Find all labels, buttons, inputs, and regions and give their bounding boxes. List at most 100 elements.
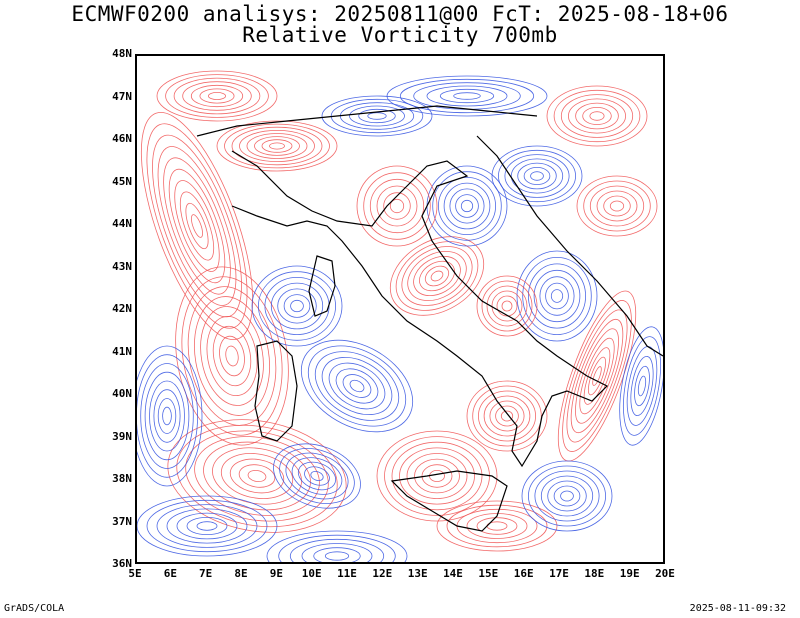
negative-vorticity-contour	[328, 362, 386, 410]
negative-vorticity-contour	[634, 365, 650, 407]
negative-vorticity-contour	[550, 289, 564, 303]
negative-vorticity-contour	[285, 452, 349, 500]
positive-vorticity-contour	[609, 200, 625, 212]
positive-vorticity-contour	[247, 469, 267, 483]
positive-vorticity-contour	[239, 130, 315, 163]
positive-vorticity-contour	[413, 255, 461, 297]
positive-vorticity-contour	[500, 410, 514, 422]
negative-vorticity-contour	[540, 475, 594, 517]
lat-tick-label: 45N	[112, 174, 132, 188]
coastline-path	[476, 135, 663, 357]
negative-vorticity-contour	[166, 508, 248, 544]
map-plot-area[interactable]	[135, 54, 665, 564]
negative-vorticity-contour	[426, 85, 508, 107]
negative-vorticity-contour	[304, 466, 330, 486]
positive-vorticity-contour	[401, 246, 473, 306]
lat-tick-label: 40N	[112, 387, 132, 400]
negative-vorticity-contour	[264, 276, 330, 335]
positive-vorticity-contour	[389, 198, 405, 214]
positive-vorticity-contour	[495, 405, 519, 427]
negative-vorticity-contour	[533, 269, 581, 323]
positive-vorticity-contour	[182, 81, 252, 111]
negative-vorticity-contour	[339, 102, 415, 130]
lat-tick-label: 37N	[112, 514, 132, 528]
positive-vorticity-contour	[476, 517, 518, 535]
positive-vorticity-contour	[179, 191, 215, 261]
positive-vorticity-contour	[212, 325, 252, 387]
positive-vorticity-contour	[557, 290, 637, 462]
negative-vorticity-contour	[539, 276, 575, 316]
negative-vorticity-contour	[358, 108, 396, 124]
negative-vorticity-contour	[291, 457, 343, 495]
positive-vorticity-contour	[175, 266, 289, 446]
negative-vorticity-contour	[342, 374, 372, 398]
negative-vorticity-contour	[367, 112, 387, 120]
positive-vorticity-contour	[269, 142, 285, 150]
positive-vorticity-contour	[200, 306, 264, 406]
positive-vorticity-contour	[356, 165, 438, 247]
positive-vorticity-contour	[491, 290, 523, 322]
positive-vorticity-contour	[395, 241, 479, 311]
negative-vorticity-contour	[313, 547, 361, 562]
chart-title: ECMWF0200 analisys: 20250811@00 FcT: 202…	[71, 2, 729, 26]
positive-vorticity-contour	[224, 123, 330, 169]
negative-vorticity-contour	[279, 448, 355, 504]
positive-vorticity-contour	[566, 309, 628, 443]
positive-vorticity-contour	[369, 178, 425, 234]
positive-vorticity-contour	[592, 366, 602, 386]
negative-vorticity-contour	[510, 158, 564, 194]
negative-vorticity-contour	[453, 92, 481, 100]
negative-vorticity-contour	[335, 368, 379, 404]
lat-tick-label: 43N	[112, 259, 132, 273]
lon-tick-label: 5E	[128, 567, 142, 580]
positive-vorticity-contour	[376, 430, 498, 522]
lon-tick-label: 10E	[301, 567, 322, 580]
positive-vorticity-contour	[238, 464, 276, 488]
negative-vorticity-contour	[449, 188, 485, 224]
negative-vorticity-contour	[149, 380, 185, 452]
positive-vorticity-contour	[496, 295, 518, 317]
negative-vorticity-contour	[277, 288, 317, 324]
positive-vorticity-contour	[429, 469, 445, 482]
coastline-path	[196, 105, 538, 137]
positive-vorticity-contour	[576, 175, 658, 237]
negative-vorticity-contour	[432, 171, 502, 241]
negative-vorticity-contour	[162, 406, 172, 426]
lon-tick-label: 20E	[655, 567, 675, 580]
positive-vorticity-contour	[589, 111, 605, 121]
positive-vorticity-contour	[383, 192, 411, 220]
negative-vorticity-contour	[307, 345, 407, 427]
positive-vorticity-contour	[191, 214, 203, 238]
positive-vorticity-contour	[174, 180, 220, 272]
software-credit: GrADS/COLA	[4, 603, 65, 614]
positive-vorticity-contour	[173, 77, 261, 115]
render-timestamp: 2025-08-11-09:32	[689, 603, 786, 614]
negative-vorticity-contour	[516, 250, 598, 342]
positive-vorticity-contour	[187, 286, 277, 426]
negative-vorticity-contour	[527, 263, 586, 329]
positive-vorticity-contour	[570, 318, 624, 434]
negative-vorticity-contour	[196, 521, 218, 531]
negative-vorticity-contour	[321, 95, 433, 137]
vorticity-map	[137, 70, 663, 562]
lon-tick-label: 7E	[199, 567, 213, 580]
positive-vorticity-contour	[472, 385, 542, 447]
negative-vorticity-contour	[297, 461, 337, 491]
positive-vorticity-contour	[589, 185, 645, 227]
lon-tick-label: 12E	[372, 567, 393, 580]
negative-vorticity-contour	[310, 471, 324, 481]
positive-vorticity-contour	[231, 126, 323, 166]
lon-tick-label: 16E	[513, 567, 534, 580]
negative-vorticity-contour	[270, 282, 324, 330]
negative-vorticity-contour	[137, 345, 203, 487]
positive-vorticity-contour	[152, 134, 242, 318]
lon-tick-label: 9E	[269, 567, 283, 580]
positive-vorticity-contour	[146, 123, 248, 329]
lon-tick-label: 17E	[549, 567, 569, 580]
negative-vorticity-contour	[623, 336, 661, 436]
lon-tick-label: 18E	[584, 567, 605, 580]
positive-vorticity-contour	[193, 296, 271, 416]
lon-tick-label: 13E	[407, 567, 428, 580]
positive-vorticity-contour	[560, 94, 634, 138]
negative-vorticity-contour	[273, 443, 361, 509]
